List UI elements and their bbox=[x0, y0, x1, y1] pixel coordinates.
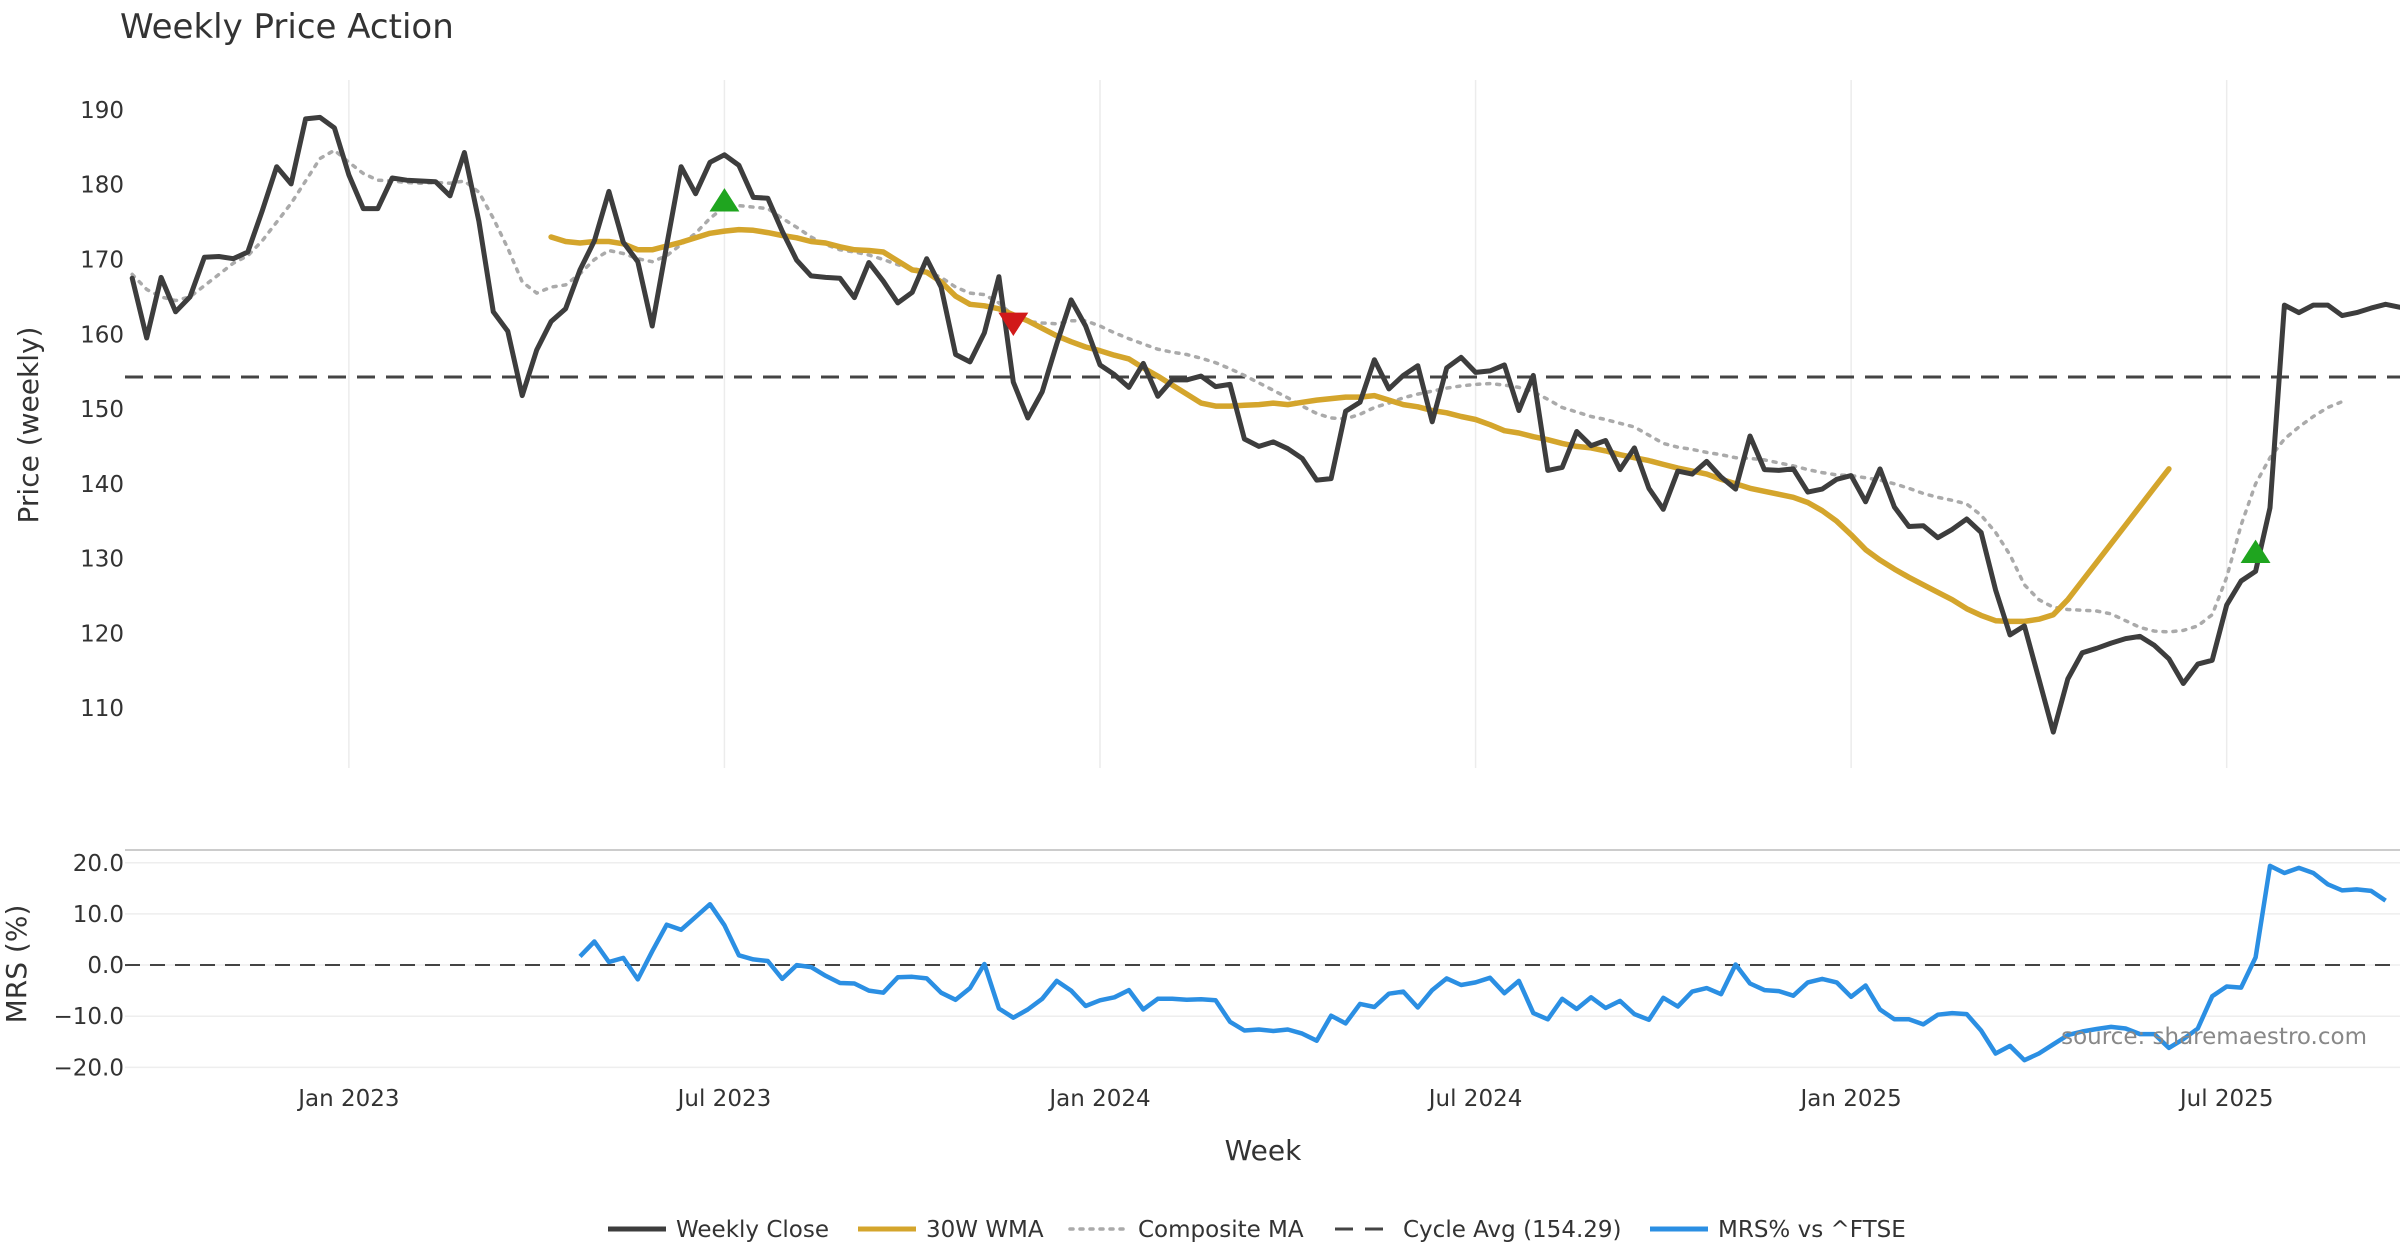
x-tick-label: Jul 2024 bbox=[1427, 1086, 1523, 1112]
x-tick-label: Jul 2025 bbox=[2178, 1086, 2274, 1112]
legend-label: Composite MA bbox=[1138, 1217, 1304, 1243]
axis-ticks: Jan 2023 Jul 2023 Jan 2024 Jul 2024 Jan 2025… bbox=[54, 98, 2274, 1112]
price-y-tick-label: 110 bbox=[80, 696, 124, 722]
mrs-y-tick-label: −20.0 bbox=[54, 1055, 124, 1081]
legend: Weekly Close 30W WMA Composite MA Cycle Avg… bbox=[608, 1217, 1906, 1243]
weekly-close-line bbox=[129, 114, 2400, 735]
price-y-tick-label: 160 bbox=[80, 322, 124, 348]
price-y-tick-label: 130 bbox=[80, 547, 124, 573]
wma-30w-line bbox=[548, 226, 2172, 625]
series-layer bbox=[129, 114, 2400, 1063]
x-tick-label: Jan 2023 bbox=[296, 1086, 399, 1112]
price-y-tick-label: 120 bbox=[80, 621, 124, 647]
grid-layer bbox=[125, 80, 2400, 1069]
x-tick-label: Jul 2023 bbox=[676, 1086, 772, 1112]
mrs-y-axis-label: MRS (%) bbox=[0, 905, 33, 1024]
chart-title: Weekly Price Action bbox=[120, 7, 454, 47]
composite-ma-line bbox=[130, 148, 2344, 634]
legend-label: MRS% vs ^FTSE bbox=[1718, 1217, 1906, 1243]
price-y-tick-label: 190 bbox=[80, 98, 124, 124]
mrs-y-tick-label: 20.0 bbox=[73, 851, 124, 877]
legend-label: Cycle Avg (154.29) bbox=[1403, 1217, 1622, 1243]
legend-label: Weekly Close bbox=[676, 1217, 829, 1243]
price-y-tick-label: 180 bbox=[80, 173, 124, 199]
price-y-tick-label: 140 bbox=[80, 472, 124, 498]
x-tick-label: Jan 2024 bbox=[1047, 1086, 1150, 1112]
price-y-tick-label: 150 bbox=[80, 397, 124, 423]
legend-label: 30W WMA bbox=[926, 1217, 1044, 1243]
reference-lines bbox=[125, 375, 2400, 967]
mrs-y-tick-label: 10.0 bbox=[73, 902, 124, 928]
signal-markers bbox=[709, 188, 2271, 564]
watermark: source: sharemaestro.com bbox=[2061, 1024, 2367, 1050]
x-axis-label: Week bbox=[1225, 1134, 1302, 1167]
price-y-tick-label: 170 bbox=[80, 247, 124, 273]
mrs-y-tick-label: 0.0 bbox=[87, 953, 124, 979]
mrs-y-tick-label: −10.0 bbox=[54, 1004, 124, 1030]
sell-signal-marker bbox=[998, 312, 1029, 337]
buy-signal-marker bbox=[709, 188, 740, 212]
x-tick-label: Jan 2025 bbox=[1798, 1086, 1901, 1112]
price-y-axis-label: Price (weekly) bbox=[12, 327, 45, 524]
mrs-line bbox=[578, 863, 2387, 1063]
buy-signal-marker bbox=[2240, 539, 2271, 564]
